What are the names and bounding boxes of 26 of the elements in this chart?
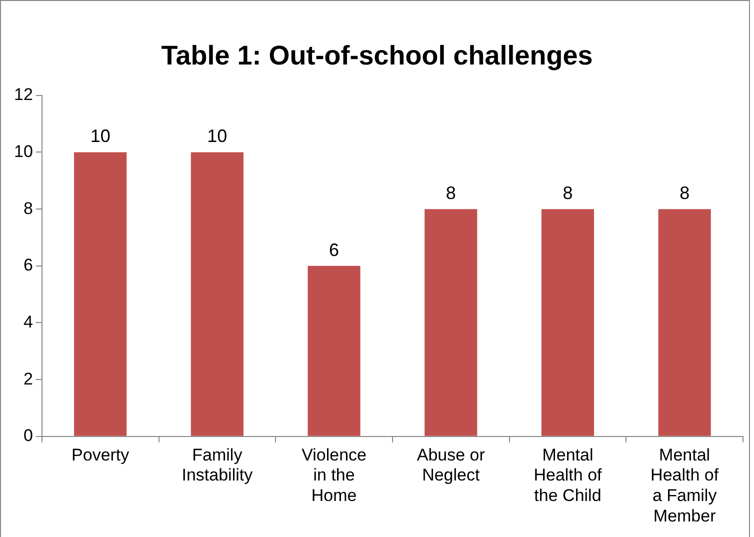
data-label: 10 (90, 126, 110, 146)
bar (308, 266, 360, 436)
bar (541, 209, 594, 436)
x-tick-label: Family Instability (182, 445, 254, 485)
y-tick-label: 12 (14, 85, 33, 104)
chart-title: Table 1: Out-of-school challenges (161, 40, 593, 71)
x-tick-label: Abuse or Neglect (416, 445, 486, 485)
bar (74, 152, 127, 436)
y-tick-label: 6 (23, 256, 33, 275)
data-label: 8 (680, 183, 690, 204)
y-tick-label: 8 (23, 198, 33, 218)
x-tick-label: Mental Health of the Child (534, 445, 602, 506)
bar (658, 209, 711, 436)
x-tick-label: Violence in the Home (302, 445, 366, 506)
bar (424, 209, 478, 436)
y-tick-label: 4 (23, 312, 33, 332)
data-label: 10 (207, 126, 228, 146)
data-label: 8 (562, 183, 573, 204)
y-tick-label: 10 (14, 142, 33, 161)
y-tick-label: 0 (23, 426, 33, 446)
x-tick-label: Poverty (72, 445, 130, 464)
y-tick-label: 2 (23, 369, 33, 388)
data-label: 6 (329, 240, 340, 260)
bar (190, 152, 244, 436)
data-label: 8 (446, 183, 456, 204)
x-tick-label: Mental Health of a Family Member (650, 445, 719, 526)
